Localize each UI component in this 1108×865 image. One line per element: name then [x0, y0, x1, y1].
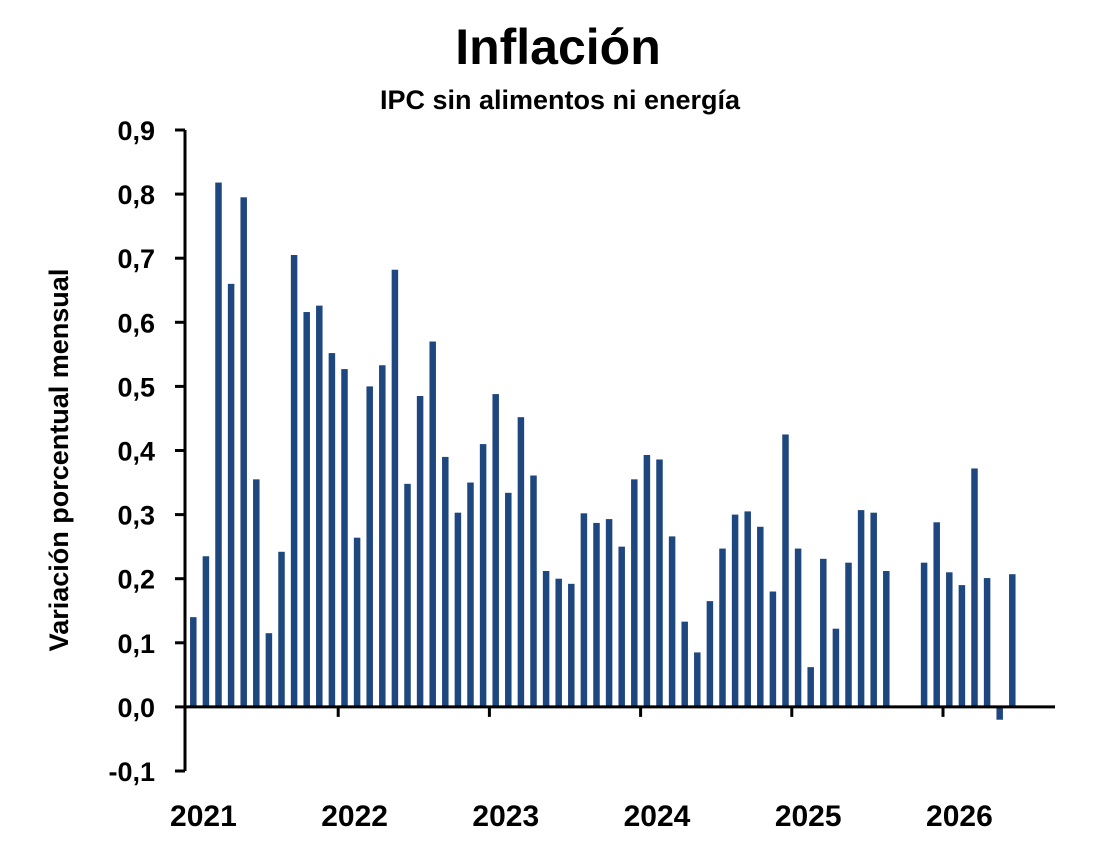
y-tick-label: 0,8	[117, 180, 155, 210]
bar	[505, 492, 512, 707]
bar	[429, 341, 436, 707]
bar	[933, 522, 940, 707]
bar	[643, 454, 651, 707]
bar	[442, 456, 449, 707]
bar	[593, 522, 600, 707]
bar	[769, 591, 777, 707]
y-tick-label: 0,6	[117, 308, 155, 338]
bar	[454, 512, 462, 707]
bar	[467, 482, 474, 707]
bar	[983, 578, 991, 707]
bar	[757, 526, 764, 707]
bar	[328, 353, 336, 707]
x-tick-label: 2025	[775, 800, 842, 833]
x-tick-label: 2021	[170, 800, 237, 833]
x-ticks-group: 2021 2022 2023 2024 2025 2026	[170, 706, 993, 833]
bar	[366, 386, 373, 707]
bar	[971, 468, 978, 707]
bar	[1009, 574, 1016, 707]
bar	[920, 562, 928, 707]
y-tick-label: 0,7	[117, 244, 155, 274]
bar	[782, 434, 789, 707]
bar	[681, 621, 688, 707]
y-tick-label: 0,1	[117, 629, 155, 659]
y-tick-label: -0,1	[108, 757, 155, 787]
bar	[190, 617, 197, 707]
bar	[668, 536, 676, 707]
bar	[416, 396, 424, 707]
bar	[832, 628, 840, 707]
bar	[870, 512, 877, 707]
bar	[883, 571, 890, 707]
bar	[656, 459, 663, 707]
bar	[530, 475, 537, 707]
y-axis-label: Variación porcentual mensual	[44, 269, 74, 652]
chart-title: Inflación	[455, 19, 661, 75]
bar	[958, 585, 966, 707]
bar	[807, 667, 814, 707]
x-tick-label: 2026	[926, 800, 993, 833]
bar	[202, 556, 210, 707]
bar	[379, 365, 386, 707]
bar	[316, 305, 323, 707]
bar	[404, 483, 411, 707]
bar	[290, 255, 298, 707]
bars-group	[190, 182, 1016, 720]
y-tick-label: 0,5	[117, 372, 155, 402]
bar	[555, 578, 562, 707]
bar	[631, 479, 638, 707]
bar	[253, 479, 260, 707]
bar	[215, 182, 222, 707]
bar	[845, 562, 852, 707]
y-tick-label: 0,0	[117, 693, 155, 723]
bar	[391, 269, 399, 707]
bar	[542, 571, 550, 707]
bar	[820, 558, 827, 707]
bar	[694, 652, 701, 707]
bar	[479, 444, 487, 707]
bar	[341, 369, 348, 707]
bar	[719, 548, 726, 707]
y-tick-label: 0,4	[117, 437, 155, 467]
chart-subtitle: IPC sin alimentos ni energía	[380, 85, 741, 115]
bar	[492, 394, 499, 707]
bar	[517, 417, 525, 707]
bar	[946, 572, 953, 707]
bar	[744, 511, 751, 707]
x-tick-label: 2023	[472, 800, 539, 833]
bar	[605, 519, 613, 707]
bar	[857, 510, 865, 707]
bar	[794, 548, 802, 707]
bar	[618, 546, 625, 707]
bar	[240, 197, 247, 707]
bar	[731, 514, 739, 707]
y-tick-label: 0,9	[117, 116, 155, 146]
y-tick-label: 0,3	[117, 501, 155, 531]
bar	[265, 633, 273, 707]
bar	[303, 312, 310, 707]
bar	[996, 706, 1003, 720]
bar	[706, 601, 714, 707]
y-ticks-group: -0,1 0,0 0,1 0,2 0,3 0,4 0,5 0,6 0,7 0,8 0,9	[108, 116, 185, 787]
x-tick-label: 2024	[624, 800, 691, 833]
bar	[568, 583, 575, 707]
bar	[278, 551, 285, 707]
x-tick-label: 2022	[321, 800, 388, 833]
bar	[580, 513, 588, 707]
y-tick-label: 0,2	[117, 565, 155, 595]
bar	[353, 537, 361, 707]
bar	[227, 283, 235, 707]
